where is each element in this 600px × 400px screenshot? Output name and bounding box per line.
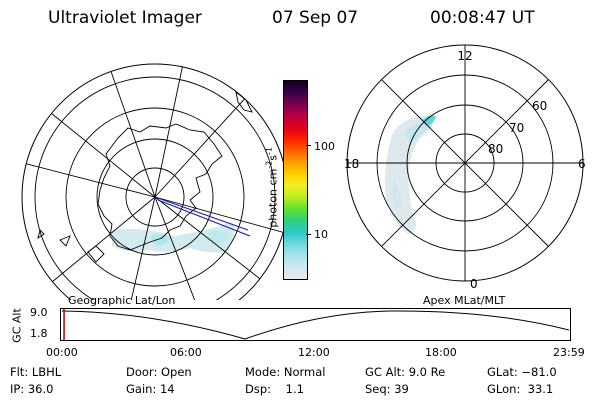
time-label: 00:08:47 UT (430, 8, 535, 28)
info-seq: Seq: 39 (365, 382, 409, 396)
altitude-ylabel: GC Alt (10, 308, 24, 343)
altitude-xtick-1: 06:00 (170, 346, 202, 359)
geo-panel-caption: Geographic Lat/Lon (68, 294, 176, 307)
colorbar-tick-10: 10 (314, 228, 328, 241)
colorbar (283, 80, 308, 280)
altitude-xtick-2: 12:00 (298, 346, 330, 359)
geographic-map (21, 63, 289, 300)
mlt-label-bottom: 0 (470, 277, 478, 291)
aurora-emission-polar (384, 115, 436, 234)
coastline (97, 123, 223, 251)
instrument-title: Ultraviolet Imager (48, 8, 202, 28)
altitude-ytick-high: 9.0 (30, 306, 48, 319)
altitude-xtick-4: 23:59 (553, 346, 585, 359)
info-door: Door: Open (126, 365, 192, 379)
info-glat: GLat: −81.0 (487, 365, 557, 379)
info-dsp: Dsp: 1.1 (245, 382, 304, 396)
mlt-label-left: 18 (344, 157, 359, 171)
altitude-xtick-0: 00:00 (46, 346, 78, 359)
colorbar-tick-mark (306, 145, 311, 146)
lat-label-80: 80 (488, 142, 503, 156)
altitude-plot (60, 308, 571, 341)
satellite-track (154, 196, 249, 231)
info-gain: Gain: 14 (126, 382, 175, 396)
lat-label-70: 70 (509, 121, 524, 135)
date-label: 07 Sep 07 (272, 8, 359, 28)
altitude-xtick-3: 18:00 (425, 346, 457, 359)
colorbar-tick-mark (306, 234, 311, 235)
aurora-emission-geo (112, 222, 234, 253)
colorbar-tick-100: 100 (314, 140, 335, 153)
polar-mlt-plot: 12 18 6 0 60 70 80 (344, 44, 586, 291)
lat-label-60: 60 (532, 99, 547, 113)
info-filter: Flt: LBHL (10, 365, 62, 379)
info-glon: GLon: 33.1 (487, 382, 554, 396)
polar-panel-caption: Apex MLat/MLT (423, 294, 506, 307)
colorbar-unit-label: photon cm-2s-1 (264, 147, 280, 228)
mlt-label-top: 12 (457, 49, 472, 63)
altitude-curve (61, 310, 570, 340)
info-mode: Mode: Normal (245, 365, 326, 379)
info-gc-alt: GC Alt: 9.0 Re (365, 365, 446, 379)
altitude-ytick-low: 1.8 (30, 327, 48, 340)
info-ip: IP: 36.0 (10, 382, 54, 396)
mlt-label-right: 6 (578, 157, 586, 171)
